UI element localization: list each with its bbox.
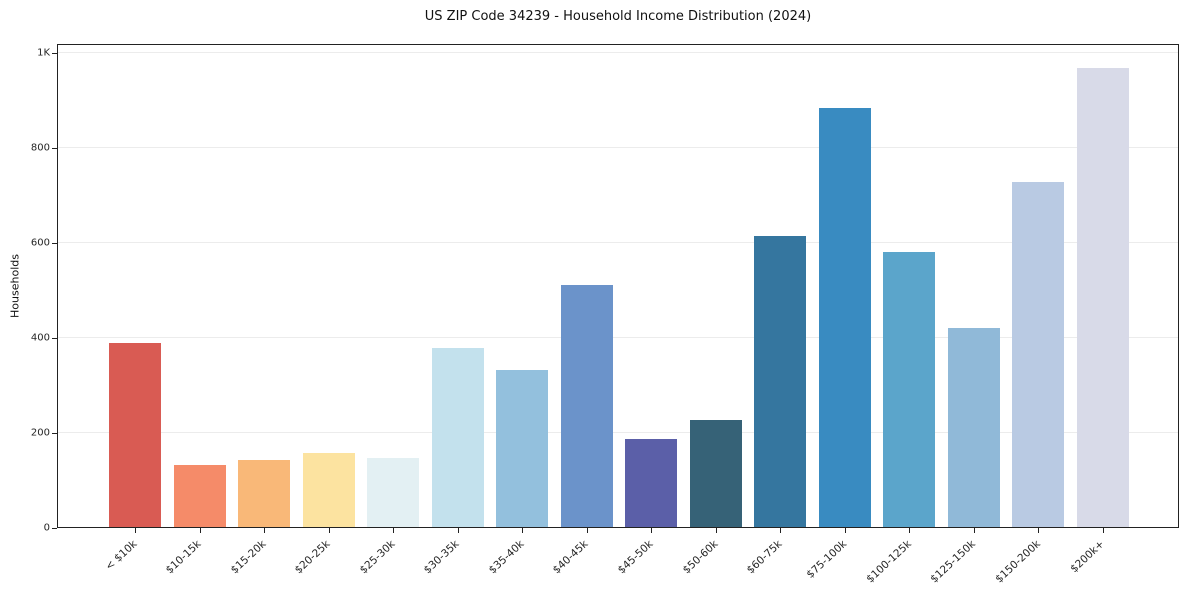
bar-35-40k bbox=[496, 370, 549, 527]
bar-200k bbox=[1076, 68, 1129, 527]
x-tick-label: < $10k bbox=[103, 538, 140, 573]
y-tick-mark bbox=[52, 147, 57, 149]
x-tick-mark bbox=[586, 528, 588, 533]
bar-15-20k bbox=[238, 459, 291, 527]
gridline-y400 bbox=[58, 337, 1178, 338]
gridline-y600 bbox=[58, 242, 1178, 243]
x-tick-mark bbox=[909, 528, 911, 533]
y-tick-label: 800 bbox=[30, 142, 50, 154]
bar-40-45k bbox=[560, 284, 613, 527]
x-tick-mark bbox=[973, 528, 975, 533]
x-tick-label: $125-150k bbox=[928, 538, 979, 586]
x-tick-mark bbox=[1102, 528, 1104, 533]
x-tick-mark bbox=[199, 528, 201, 533]
bar-60-75k bbox=[754, 235, 807, 527]
x-tick-label: $50-60k bbox=[680, 538, 720, 577]
x-tick-mark bbox=[328, 528, 330, 533]
gridline-y800 bbox=[58, 147, 1178, 148]
x-tick-mark bbox=[264, 528, 266, 533]
bar-10-15k bbox=[173, 464, 226, 527]
x-tick-label: $45-50k bbox=[615, 538, 656, 577]
x-tick-label: $30-35k bbox=[422, 538, 462, 577]
x-tick-label: $35-40k bbox=[486, 538, 527, 577]
bar-75-100k bbox=[818, 107, 871, 527]
x-tick-mark bbox=[393, 528, 395, 533]
x-tick-label: $100-125k bbox=[863, 538, 914, 586]
x-tick-label: $60-75k bbox=[744, 538, 785, 577]
x-tick-mark bbox=[522, 528, 524, 533]
bar-100-125k bbox=[883, 251, 936, 527]
x-tick-mark bbox=[780, 528, 782, 533]
chart-title: US ZIP Code 34239 - Household Income Dis… bbox=[424, 9, 812, 24]
y-tick-label: 0 bbox=[43, 522, 50, 534]
y-tick-mark bbox=[52, 242, 57, 244]
y-tick-label: 200 bbox=[30, 427, 50, 439]
bar-125-150k bbox=[947, 327, 1000, 527]
plot-area bbox=[57, 44, 1179, 528]
x-tick-label: $40-45k bbox=[551, 538, 591, 577]
gridline-y1000 bbox=[58, 52, 1178, 53]
y-tick-mark bbox=[52, 527, 57, 529]
x-tick-mark bbox=[844, 528, 846, 533]
y-axis-label: Households bbox=[8, 254, 22, 318]
bar-20-25k bbox=[302, 452, 355, 527]
x-tick-mark bbox=[651, 528, 653, 533]
y-tick-mark bbox=[52, 337, 57, 339]
bar-10k bbox=[109, 342, 161, 527]
x-tick-label: $200k+ bbox=[1068, 538, 1108, 576]
x-tick-mark bbox=[135, 528, 136, 533]
y-tick-label: 400 bbox=[30, 332, 50, 344]
x-tick-label: $20-25k bbox=[292, 538, 333, 577]
bar-30-35k bbox=[431, 347, 484, 527]
y-tick-label: 1K bbox=[37, 47, 50, 59]
gridline-y200 bbox=[58, 432, 1178, 433]
y-tick-mark bbox=[52, 432, 57, 434]
bar-150-200k bbox=[1012, 181, 1065, 527]
bar-45-50k bbox=[625, 438, 678, 527]
x-tick-mark bbox=[457, 528, 459, 533]
x-tick-mark bbox=[715, 528, 717, 533]
x-tick-label: $15-20k bbox=[228, 538, 269, 577]
y-tick-mark bbox=[52, 52, 57, 54]
x-tick-label: $10-15k bbox=[163, 538, 204, 577]
bar-25-30k bbox=[367, 458, 420, 527]
y-tick-label: 600 bbox=[30, 237, 50, 249]
x-tick-label: $75-100k bbox=[804, 538, 850, 581]
x-tick-label: $150-200k bbox=[992, 538, 1043, 586]
x-tick-mark bbox=[1038, 528, 1040, 533]
bar-50-60k bbox=[689, 419, 742, 527]
x-tick-label: $25-30k bbox=[357, 538, 398, 577]
